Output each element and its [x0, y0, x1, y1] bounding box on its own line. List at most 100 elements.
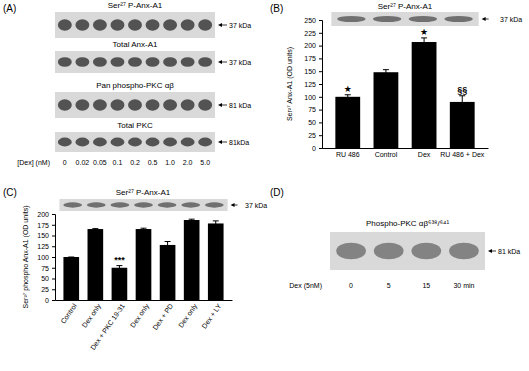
blot-title: Ser²⁷ P-Anx-A1: [108, 1, 163, 10]
arrow-head: [218, 103, 222, 107]
blot-band: [134, 202, 153, 207]
y-tick-mark: [319, 20, 322, 21]
y-tick: 200: [304, 42, 322, 49]
blot-band: [87, 202, 106, 207]
x-tick-label: Control: [375, 151, 398, 158]
blot-band: [163, 19, 177, 30]
blot: [55, 51, 215, 73]
error-line: [462, 96, 463, 108]
y-tick-mark: [319, 135, 322, 136]
y-tick-label: 200: [37, 211, 49, 218]
blot-band: [198, 19, 212, 30]
y-tick-label: 175: [37, 221, 49, 228]
y-tick: 25: [308, 132, 322, 139]
bar: [450, 102, 475, 148]
y-tick-label: 75: [308, 106, 316, 113]
arrow-head: [482, 17, 486, 21]
y-tick-mark: [52, 225, 55, 226]
error-cap: [141, 228, 147, 229]
bar: [412, 42, 437, 148]
x-tick-label: Control: [59, 302, 78, 325]
y-tick: 125: [304, 81, 322, 88]
error-bar: [92, 228, 98, 230]
y-tick: 50: [308, 119, 322, 126]
kda-label: 37 kDa: [500, 16, 522, 23]
blot-title: Total PKC: [117, 121, 153, 130]
blot: [331, 12, 478, 26]
blot-band: [336, 243, 366, 260]
y-tick-label: 50: [41, 275, 49, 282]
y-axis-title: Ser²⁷ Anx-A1 (OD units): [286, 47, 294, 121]
blot-background: [331, 12, 478, 26]
error-cap: [116, 265, 122, 266]
y-tick-label: 175: [304, 55, 316, 62]
y-tick-mark: [319, 122, 322, 123]
y-tick: 175: [304, 55, 322, 62]
blot-band: [163, 138, 177, 147]
error-cap: [68, 257, 74, 258]
bar: [88, 229, 104, 300]
x-tick: Dex only: [129, 300, 151, 329]
blot-band: [75, 138, 89, 147]
y-tick-mark: [52, 246, 55, 247]
blot-band: [146, 19, 160, 30]
arrow-head: [231, 203, 235, 207]
blot-band: [411, 243, 441, 260]
y-tick-mark: [319, 110, 322, 111]
blot-band: [58, 99, 72, 110]
y-tick-label: 125: [37, 243, 49, 250]
x-tick-label: Dex only: [177, 302, 199, 329]
blot-band: [146, 57, 160, 67]
kda-label: 37 kDa: [229, 22, 251, 29]
y-tick-mark: [52, 214, 55, 215]
y-tick-mark: [319, 97, 322, 98]
error-bar: [345, 95, 351, 99]
blot: [330, 232, 485, 270]
error-bar: [421, 38, 427, 46]
x-label: [Dex] (nM): [17, 159, 50, 167]
blot-band: [163, 99, 177, 110]
bar: [63, 257, 79, 300]
x-axis-line: [323, 148, 489, 149]
y-tick: 100: [37, 254, 55, 261]
blot-band: [58, 138, 72, 147]
blot-band: [181, 19, 195, 30]
blot-band: [75, 19, 89, 30]
x-tick: Dex only: [81, 300, 103, 329]
error-line: [167, 242, 168, 249]
lane-label: 2.0: [183, 159, 193, 166]
y-axis: 0255075100125150175200: [37, 211, 55, 304]
blot-band: [111, 99, 125, 110]
lane-label: 0.1: [113, 159, 123, 166]
lane-label: 5: [387, 282, 391, 289]
bar: [136, 229, 152, 300]
annotation: ★: [344, 84, 352, 94]
x-tick-label: RU 486 + Dex: [440, 151, 485, 158]
lane-label: 1.0: [165, 159, 175, 166]
blot-band: [373, 16, 401, 22]
panel-a: Ser²⁷ P-Anx-A137 kDaTotal Anx-A137 kDaPa…: [17, 1, 251, 167]
blot-band: [181, 202, 200, 207]
y-tick-mark: [52, 300, 55, 301]
x-tick: Dex + PKC 19-31: [89, 300, 126, 351]
panel-label: (B): [270, 3, 283, 14]
bar: [112, 268, 128, 300]
blot-band: [58, 57, 72, 67]
blot-band: [93, 99, 107, 110]
chart: 37 kDa0255075100125150175200ControlDex o…: [22, 188, 267, 351]
error-bar: [383, 70, 389, 75]
blot-background: [55, 51, 215, 73]
y-tick: 100: [304, 94, 322, 101]
lane-label: 0: [63, 159, 67, 166]
blot-band: [146, 99, 160, 110]
y-tick-mark: [319, 84, 322, 85]
kda-label: 81 kDa: [498, 248, 520, 255]
error-line: [347, 95, 348, 99]
blot-band: [111, 19, 125, 30]
kda-label: 37 kDa: [229, 59, 251, 66]
y-tick-mark: [52, 279, 55, 280]
chart-title: Ser²⁷ P-Anx-A1: [378, 2, 433, 11]
lane-label: 15: [422, 282, 430, 289]
y-tick: 150: [37, 232, 55, 239]
blot-band: [111, 202, 130, 207]
